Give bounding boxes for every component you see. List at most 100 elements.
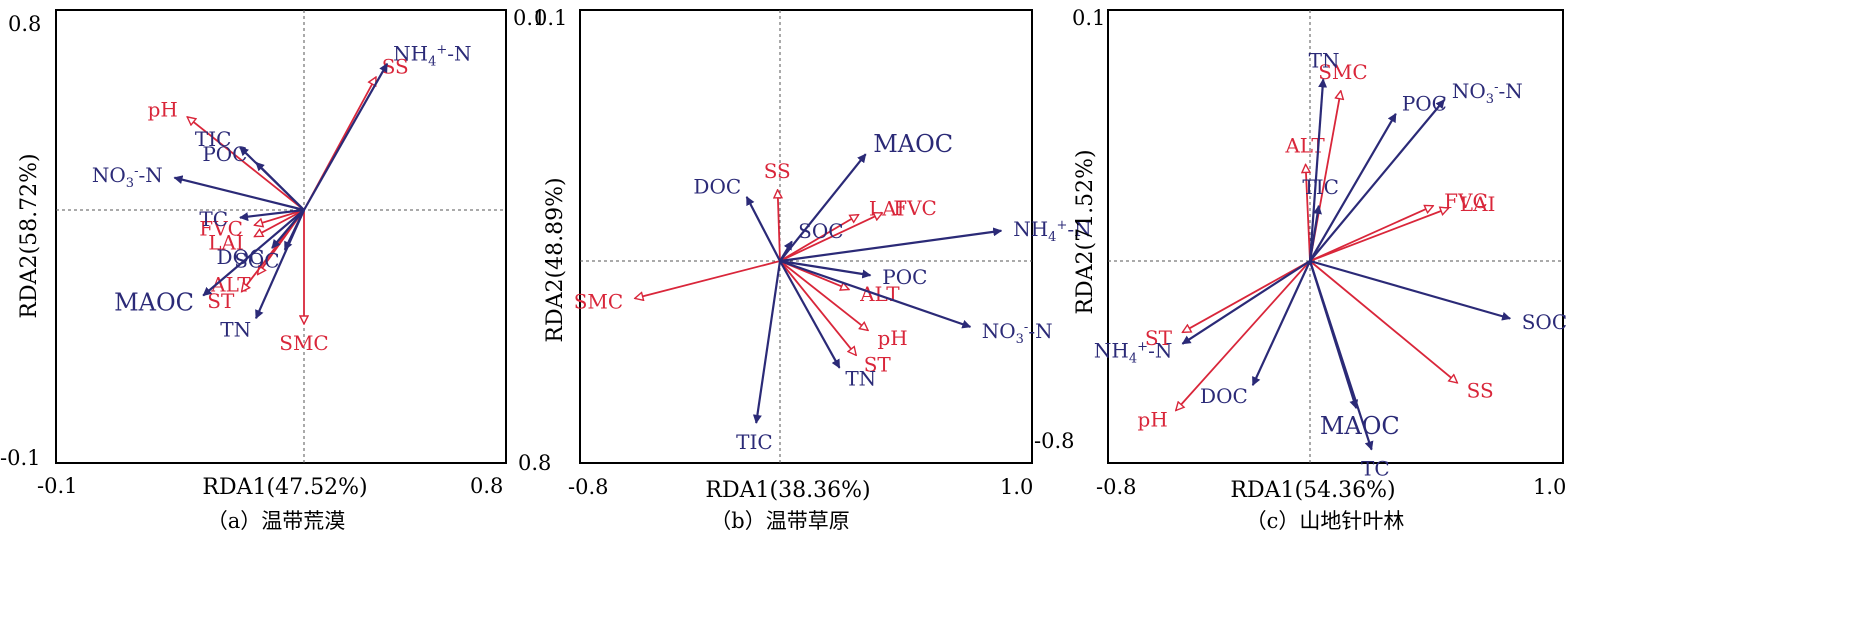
panel-c-ytick-top: 0.1: [1072, 6, 1105, 30]
panel-b-caption: （b）温带草原: [710, 509, 849, 533]
vector-arrow-no3minusminusn: [1309, 99, 1446, 262]
vector-label-maoc: MAOC: [873, 130, 953, 158]
panel-a-right-tick: 0.1: [513, 6, 546, 30]
vector-label-tic: TIC: [195, 127, 232, 151]
vector-arrow-lai: [254, 209, 305, 238]
vector-label-ph: pH: [148, 97, 178, 121]
vector-label-soc: SOC: [798, 219, 843, 243]
panel-a-ytick-top: 0.8: [8, 12, 41, 36]
vector-label-soc: SOC: [234, 249, 279, 273]
vector-arrow-lai: [779, 215, 859, 262]
vector-arrow-fvc: [779, 213, 882, 262]
vector-arrow-no3minusminusn: [173, 175, 305, 212]
vector-label-st: ST: [207, 289, 235, 313]
vector-arrow-poc: [1309, 113, 1397, 262]
vector-label-maoc: MAOC: [114, 288, 194, 316]
vector-label-nh4plusminusn: NH4+-N: [393, 41, 471, 69]
vector-arrow-tn: [779, 260, 841, 369]
vector-arrow-ss: [1309, 260, 1457, 383]
vector-label-tic: TIC: [1302, 175, 1339, 199]
vector-arrow-nh4plusminusn: [1181, 260, 1311, 345]
vector-label-doc: DOC: [1200, 384, 1248, 408]
vector-label-lai: LAI: [208, 230, 244, 254]
panel-c-ylabel: RDA2(71.52%): [1073, 149, 1098, 314]
vector-label-no3minusminusn: NO3--N: [1452, 79, 1523, 107]
panel-a-ytick-bottom: -0.1: [0, 446, 41, 470]
vector-label-tc: TC: [199, 207, 228, 231]
panel-a: SSpHFVCLAIALTSTSMCNH4+-NTICPOCNO3--NTCDO…: [0, 6, 546, 533]
panel-c: SMCALTFVCLAISTpHSSTNPOCNO3--NTICNH4+-NSO…: [1072, 6, 1567, 533]
vector-label-poc: POC: [882, 265, 927, 289]
vector-arrow-tc: [1308, 260, 1374, 451]
vector-arrow-smc: [635, 260, 781, 298]
vector-label-nh4plusminusn: NH4+-N: [1013, 217, 1091, 245]
vector-arrow-alt: [1306, 164, 1310, 262]
vector-label-nh4plusminusn: NH4+-N: [1094, 338, 1172, 366]
panel-c-xlabel: RDA1(54.36%): [1230, 478, 1395, 503]
panel-b-frame: [579, 9, 1033, 464]
vector-arrow-maoc: [779, 153, 867, 262]
vector-arrow-no3minusminusn: [779, 259, 972, 329]
panel-a-xtick-left: -0.1: [37, 474, 78, 498]
vector-arrow-ph: [779, 260, 868, 330]
vector-arrow-doc: [271, 209, 305, 249]
vector-label-poc: POC: [202, 142, 247, 166]
panel-b-xlabel: RDA1(38.36%): [705, 478, 870, 503]
vector-arrow-soc: [1309, 259, 1512, 321]
vector-arrow-st: [779, 260, 856, 355]
vector-label-ph: pH: [1138, 407, 1168, 431]
vector-label-fvc: FVC: [199, 217, 243, 241]
vector-arrow-fvc: [1309, 206, 1433, 262]
vector-label-no3minusminusn: NO3--N: [982, 319, 1053, 347]
vector-arrow-doc: [1251, 260, 1311, 387]
vector-label-st: ST: [1145, 326, 1173, 350]
vector-label-tc: TC: [1361, 457, 1390, 481]
panel-a-xtick-right: 0.8: [470, 474, 503, 498]
panel-c-xtick-left: -0.8: [1096, 475, 1137, 499]
vector-arrow-fvc: [254, 209, 305, 225]
panel-b-right-tick: -0.8: [1034, 429, 1075, 453]
panel-a-caption: （a）温带荒漠: [207, 509, 346, 533]
vector-arrow-ss: [778, 190, 780, 262]
vector-label-ss: SS: [1467, 379, 1494, 403]
vector-label-smc: SMC: [574, 289, 623, 313]
panel-b-ylabel: RDA2(48.89%): [543, 177, 568, 342]
vector-arrow-poc: [255, 161, 305, 211]
vector-arrow-lai: [1309, 208, 1449, 262]
panel-a-xlabel: RDA1(47.52%): [202, 475, 367, 500]
vector-arrow-doc: [745, 196, 781, 262]
vector-arrow-tic: [1308, 204, 1322, 262]
vector-label-doc: DOC: [693, 174, 741, 198]
vector-label-smc: SMC: [279, 331, 328, 355]
vector-label-lai: LAI: [1460, 192, 1496, 216]
vector-arrow-tc: [239, 208, 305, 222]
panel-c-xtick-right: 1.0: [1533, 475, 1566, 499]
panel-b-xtick-left: -0.8: [568, 475, 609, 499]
panel-b-ytick-bottom: 0.8: [518, 451, 551, 475]
vector-label-ph: pH: [877, 326, 907, 350]
vector-label-tn: TN: [220, 317, 251, 341]
vector-arrow-maoc: [202, 209, 305, 297]
panel-a-frame: [55, 9, 507, 464]
vector-label-ss: SS: [764, 159, 791, 183]
vector-arrow-poc: [779, 259, 872, 279]
vector-arrow-tic: [752, 260, 782, 424]
vector-label-no3minusminusn: NO3--N: [92, 163, 163, 191]
vector-label-soc: SOC: [1522, 310, 1567, 334]
vector-arrow-soc: [779, 240, 793, 262]
panel-c-caption: （c）山地针叶林: [1246, 509, 1405, 533]
vector-label-tic: TIC: [736, 430, 773, 454]
panel-c-frame: [1107, 9, 1564, 464]
vector-label-alt: ALT: [859, 282, 900, 306]
vector-arrow-ph: [1176, 260, 1311, 411]
vector-label-tn: TN: [1309, 48, 1340, 72]
panel-b-ytick-top: 0.1: [534, 6, 567, 30]
vector-label-tn: TN: [845, 366, 876, 390]
vector-arrow-ph: [187, 117, 305, 211]
panel-a-vectors: SSpHFVCLAIALTSTSMCNH4+-NTICPOCNO3--NTCDO…: [92, 41, 472, 355]
vector-arrow-nh4plusminusn: [779, 227, 1003, 263]
